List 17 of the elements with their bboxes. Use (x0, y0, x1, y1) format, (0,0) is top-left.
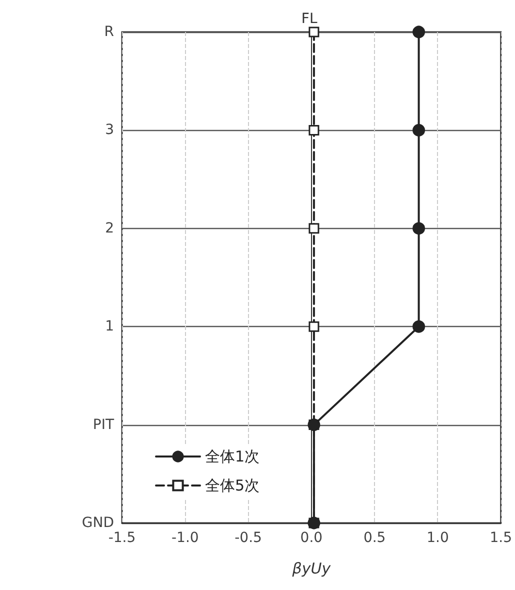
x-tick-label: 0.5 (363, 530, 386, 546)
legend-label: 全体1次 (205, 448, 260, 466)
y-axis-title: FL (301, 11, 318, 27)
x-tick-label: -0.5 (234, 530, 262, 546)
x-tick-label: -1.5 (108, 530, 136, 546)
x-tick-label: 1.5 (490, 530, 512, 546)
y-tick-label: 2 (105, 220, 114, 236)
x-tick-label: 1.0 (426, 530, 449, 546)
x-tick-label: 0.0 (300, 530, 323, 546)
y-tick-label: R (104, 24, 114, 40)
y-tick-label: PIT (92, 416, 114, 433)
y-tick-label: 3 (105, 122, 114, 138)
y-tick-label: GND (82, 515, 114, 531)
x-axis-title: βyUy (291, 560, 332, 578)
legend-label: 全体5次 (205, 476, 260, 494)
x-tick-label: -1.0 (171, 530, 199, 546)
y-tick-label: 1 (105, 318, 114, 335)
